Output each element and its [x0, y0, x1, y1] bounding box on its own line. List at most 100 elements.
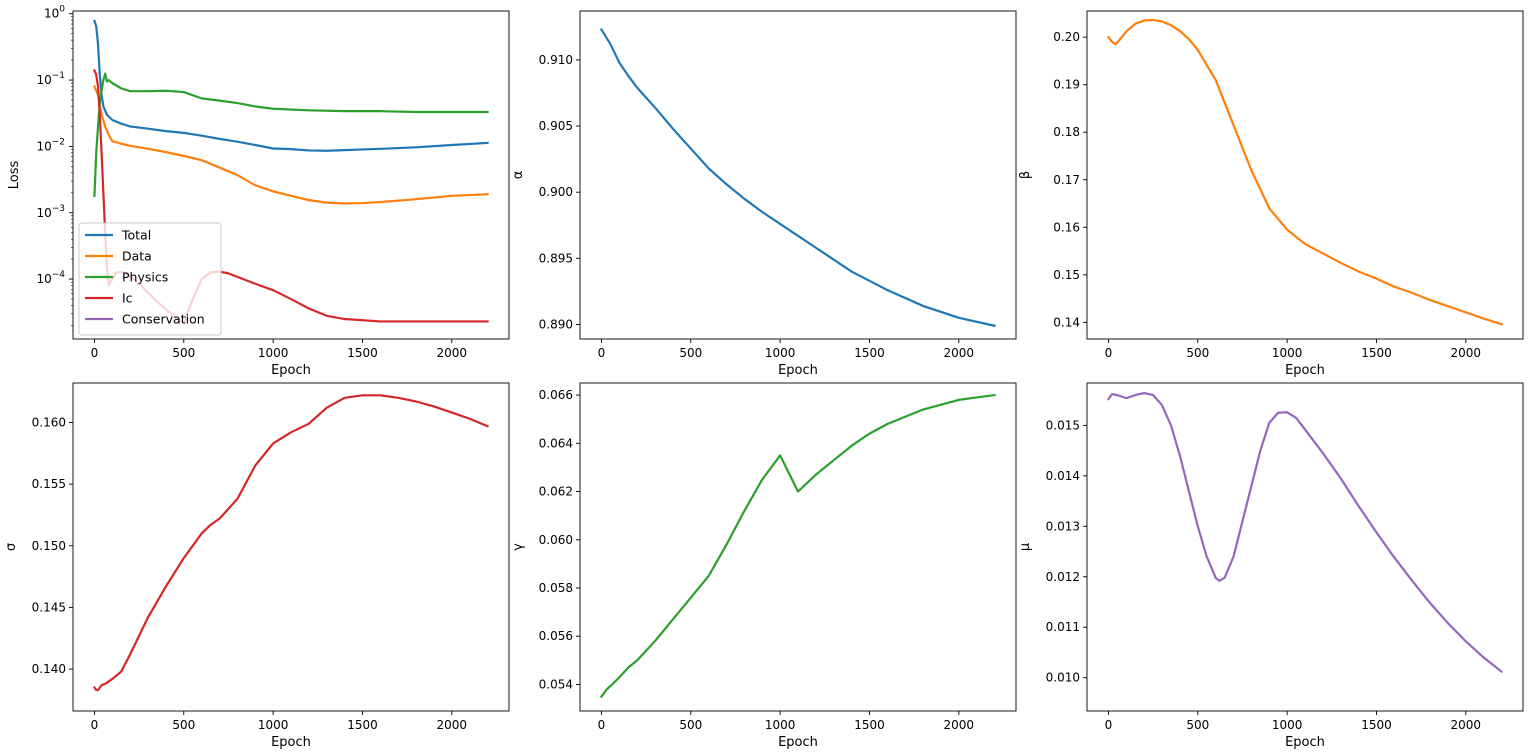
y-tick-label: 0.014 [1046, 469, 1080, 483]
y-tick-label: 0.010 [1046, 671, 1080, 685]
x-tick-label: 1000 [258, 346, 289, 360]
x-tick-label: 2000 [944, 718, 975, 732]
y-tick-label: 0.060 [539, 533, 573, 547]
x-tick-label: 1500 [1361, 718, 1392, 732]
y-tick-label: 0.18 [1053, 125, 1080, 139]
y-tick-label: 0.14 [1053, 315, 1080, 329]
x-tick-label: 1000 [258, 718, 289, 732]
y-tick-label: 0.17 [1053, 173, 1080, 187]
x-tick-label: 2000 [1451, 718, 1482, 732]
y-axis-label: μ [1018, 543, 1033, 551]
chart-panel-1: 0 500 1000 1500 2000 10−4 10−3 10−2 10−1 100 Epoch… [7, 5, 510, 378]
y-tick-label: 0.895 [539, 251, 573, 265]
series-line-total [93, 19, 489, 152]
y-tick-label: 0.160 [32, 415, 66, 429]
y-tick-label: 0.19 [1053, 78, 1080, 92]
y-axis-label: β [1018, 171, 1033, 179]
y-tick-label: 0.910 [539, 53, 573, 67]
y-tick-label: 100 [44, 5, 65, 21]
x-axis-label: Epoch [1285, 363, 1325, 378]
y-tick-label: 0.012 [1046, 570, 1080, 584]
y-tick-label: 0.905 [539, 119, 573, 133]
x-tick-label: 1500 [347, 718, 378, 732]
plot-frame [579, 10, 1017, 340]
x-tick-label: 500 [1186, 718, 1209, 732]
series-line-μ [1106, 391, 1504, 674]
y-tick-label: 10−3 [36, 204, 65, 220]
x-axis-label: Epoch [778, 363, 818, 378]
y-tick-label: 0.013 [1046, 519, 1080, 533]
y-tick-label: 0.145 [32, 600, 66, 614]
legend: Total Data Physics Ic Conservation [78, 222, 222, 336]
legend-label-ic: Ic [122, 291, 133, 306]
y-axis-label: γ [511, 543, 526, 551]
plot-frame [72, 382, 510, 712]
y-tick-label: 0.20 [1053, 30, 1080, 44]
x-axis-label: Epoch [271, 363, 311, 378]
y-tick-label: 10−2 [36, 137, 65, 153]
x-tick-label: 0 [1105, 718, 1113, 732]
y-tick-label: 10−1 [36, 71, 65, 87]
legend-label-physics: Physics [122, 270, 168, 285]
x-tick-label: 500 [172, 718, 195, 732]
x-tick-label: 1000 [765, 718, 796, 732]
y-tick-label: 0.056 [539, 629, 573, 643]
chart-panel-5: 0 500 1000 1500 2000 0.054 0.056 0.058 0.060 0.06… [511, 382, 1017, 750]
x-tick-label: 500 [1186, 346, 1209, 360]
series-line-data [92, 85, 489, 205]
x-axis-label: Epoch [271, 735, 311, 750]
x-tick-label: 1500 [854, 718, 885, 732]
y-axis-label: α [511, 171, 526, 180]
y-tick-label: 0.15 [1053, 268, 1080, 282]
series-line-α [599, 28, 996, 328]
y-tick-label: 0.890 [539, 317, 573, 331]
x-tick-label: 2000 [437, 718, 468, 732]
y-axis-label: Loss [7, 161, 22, 190]
chart-panel-3: 0 500 1000 1500 2000 0.14 0.15 0.16 0.17 0.18 0.19… [1018, 10, 1524, 378]
series-line-β [1106, 18, 1503, 326]
x-axis-label: Epoch [1285, 735, 1325, 750]
chart-panel-6: 0 500 1000 1500 2000 0.010 0.011 0.012 0.013 0.01… [1018, 382, 1524, 750]
x-axis-label: Epoch [778, 735, 818, 750]
series-line-physics [93, 72, 489, 197]
y-tick-label: 0.054 [539, 677, 573, 691]
y-tick-label: 0.140 [32, 662, 66, 676]
y-tick-label: 0.064 [539, 436, 573, 450]
plot-frame [1086, 10, 1524, 340]
x-tick-label: 500 [679, 346, 702, 360]
y-tick-label: 0.900 [539, 185, 573, 199]
x-tick-label: 0 [91, 346, 99, 360]
y-tick-label: 0.16 [1053, 220, 1080, 234]
x-tick-label: 2000 [944, 346, 975, 360]
series-line-σ [92, 394, 489, 692]
plot-frame [579, 382, 1017, 712]
x-tick-label: 1500 [1361, 346, 1392, 360]
x-tick-label: 0 [598, 718, 606, 732]
legend-label-data: Data [122, 249, 152, 264]
y-tick-label: 10−4 [36, 270, 65, 286]
legend-label-conservation: Conservation [122, 312, 205, 327]
x-tick-label: 500 [172, 346, 195, 360]
y-tick-label: 0.062 [539, 485, 573, 499]
series-line-γ [599, 393, 996, 699]
chart-panel-4: 0 500 1000 1500 2000 0.140 0.145 0.150 0.155 0.16… [4, 382, 510, 750]
legend-label-total: Total [121, 228, 151, 243]
y-tick-label: 0.015 [1046, 418, 1080, 432]
x-tick-label: 1000 [1272, 346, 1303, 360]
x-tick-label: 0 [91, 718, 99, 732]
x-tick-label: 500 [679, 718, 702, 732]
x-tick-label: 2000 [1451, 346, 1482, 360]
x-tick-label: 0 [598, 346, 606, 360]
y-tick-label: 0.058 [539, 581, 573, 595]
plot-frame [1086, 382, 1524, 712]
y-tick-label: 0.150 [32, 539, 66, 553]
x-tick-label: 1000 [1272, 718, 1303, 732]
y-tick-label: 0.011 [1046, 620, 1080, 634]
chart-panel-2: 0 500 1000 1500 2000 0.890 0.895 0.900 0.905 0.91… [511, 10, 1017, 378]
x-tick-label: 1500 [854, 346, 885, 360]
x-tick-label: 1500 [347, 346, 378, 360]
x-tick-label: 0 [1105, 346, 1113, 360]
y-tick-label: 0.155 [32, 477, 66, 491]
legend-box [78, 222, 222, 336]
